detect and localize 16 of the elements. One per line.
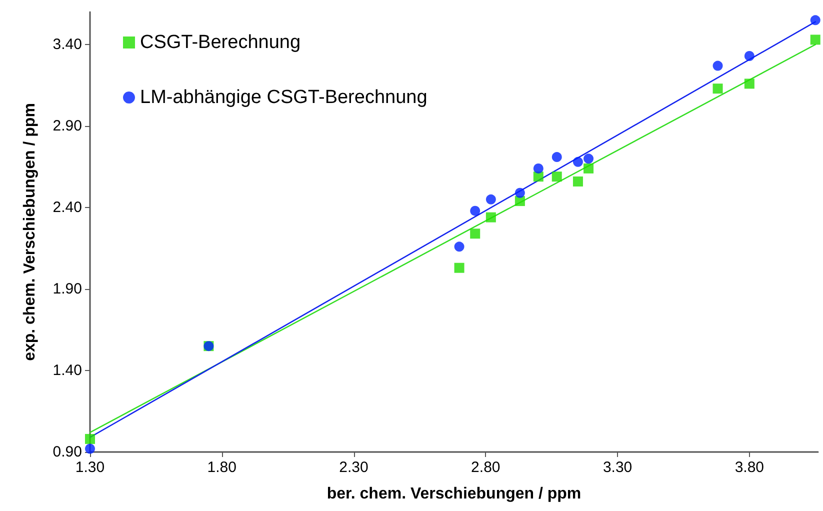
y-tick-label: 0.90 <box>52 444 82 460</box>
y-tick-label: 3.40 <box>52 36 82 54</box>
x-tick-label: 1.80 <box>207 459 236 476</box>
x-tick-label: 1.30 <box>75 459 105 476</box>
y-axis-title: exp. chem. Verschiebungen / ppm <box>22 103 38 361</box>
y-tick-label: 1.40 <box>52 362 82 380</box>
y-tick-label: 2.90 <box>52 118 82 135</box>
x-tick-label: 2.30 <box>339 459 368 476</box>
x-axis-title: ber. chem. Verschiebungen / ppm <box>326 486 582 502</box>
x-tick-label: 3.80 <box>734 459 764 476</box>
x-tick-label: 2.80 <box>471 459 500 476</box>
x-tick-label: 3.30 <box>602 459 632 476</box>
y-tick-label: 1.90 <box>52 280 82 298</box>
y-tick-label: 2.40 <box>52 199 82 216</box>
legend-label: LM-abhängige CSGT-Berechnung <box>140 87 428 108</box>
legend-label: CSGT-Berechnung <box>140 32 301 53</box>
